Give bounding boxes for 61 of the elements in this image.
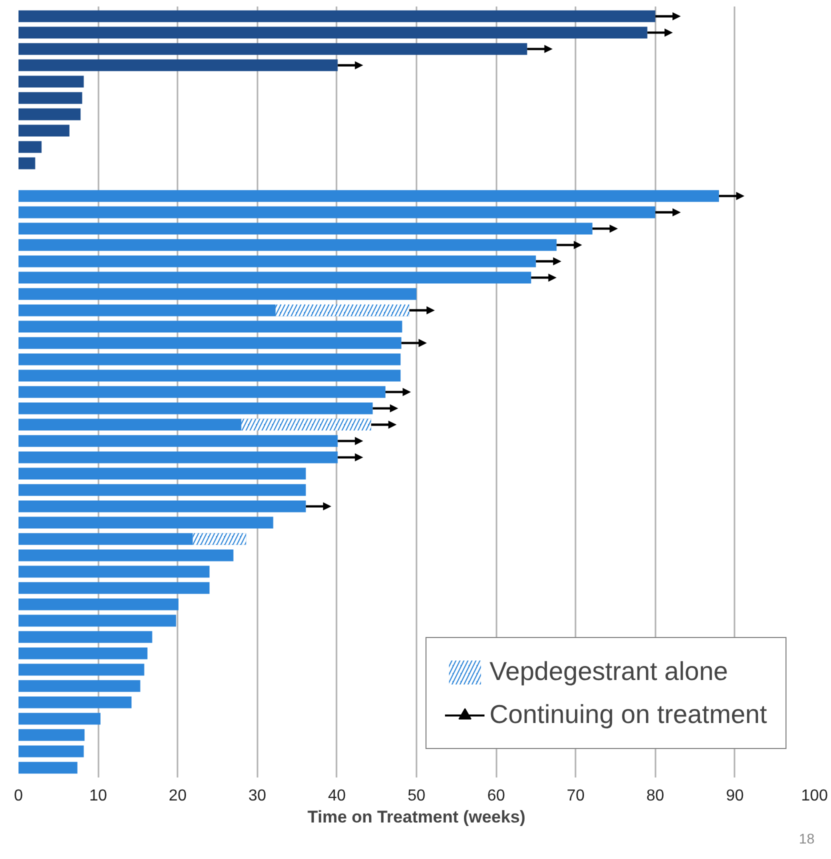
bar <box>18 141 42 153</box>
x-tick-label: 0 <box>14 788 24 804</box>
x-tick-label: 100 <box>801 788 828 804</box>
bar <box>18 451 338 464</box>
x-tick-label: 20 <box>168 788 187 804</box>
x-tick-label: 80 <box>646 788 664 804</box>
bar <box>18 745 84 758</box>
bar <box>18 320 402 333</box>
x-tick-label: 10 <box>89 788 108 804</box>
bar <box>18 222 592 235</box>
bar <box>18 484 306 496</box>
bar <box>18 304 276 316</box>
bar <box>18 370 401 382</box>
bar <box>18 500 306 512</box>
bar <box>18 337 402 349</box>
bar <box>18 468 306 480</box>
bar <box>18 10 656 22</box>
x-tick-label: 30 <box>248 788 266 804</box>
bar <box>18 190 719 202</box>
bar <box>18 614 176 627</box>
bar <box>18 157 36 170</box>
bar <box>18 239 557 251</box>
x-tick-label: 50 <box>408 788 426 804</box>
bar <box>18 26 648 39</box>
text: 18 <box>798 830 815 846</box>
bar <box>18 43 528 55</box>
bar <box>18 92 82 104</box>
bar <box>18 124 70 137</box>
bar <box>18 647 148 660</box>
x-tick-label: 70 <box>566 788 585 804</box>
x-tick-label: 40 <box>328 788 346 804</box>
bar <box>18 729 85 741</box>
bar <box>18 516 274 529</box>
bar <box>18 762 78 774</box>
bar <box>18 108 81 120</box>
bar <box>18 386 386 398</box>
x-axis-title: Time on Treatment (weeks) <box>308 808 526 826</box>
legend-label: Vepdegestrant alone <box>489 656 728 687</box>
bar <box>18 549 234 562</box>
bar <box>18 59 338 72</box>
bar <box>18 288 416 300</box>
bar <box>18 435 338 447</box>
bar <box>18 566 210 578</box>
bar <box>18 353 401 366</box>
bar <box>18 631 152 643</box>
bar <box>18 206 656 218</box>
x-tick-label: 90 <box>726 788 744 804</box>
bar <box>18 272 532 284</box>
bar <box>18 712 100 725</box>
bar <box>18 76 84 88</box>
bar <box>18 533 193 545</box>
x-tick-label: 60 <box>487 788 506 804</box>
bar <box>18 418 242 431</box>
bar <box>18 664 144 676</box>
legend-label: Continuing on treatment <box>489 699 767 730</box>
bar <box>18 255 536 268</box>
bar <box>18 696 132 708</box>
bar <box>18 582 210 594</box>
bar <box>18 598 178 610</box>
bar <box>18 680 140 692</box>
bar <box>18 402 373 414</box>
